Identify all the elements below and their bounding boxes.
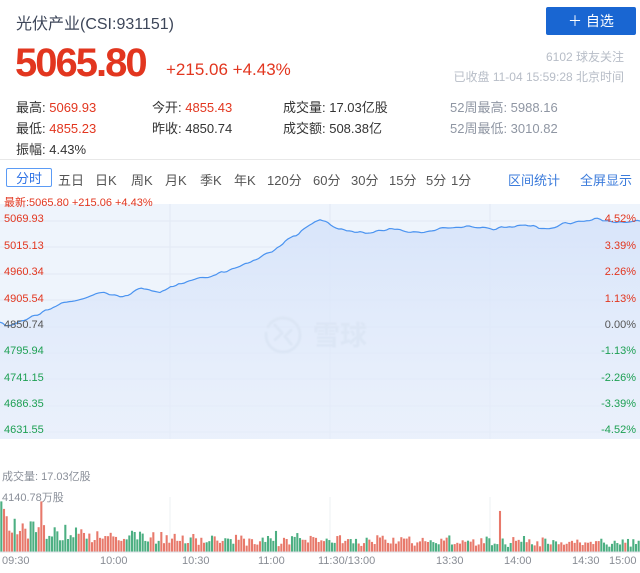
svg-text:雪球: 雪球 xyxy=(313,314,367,353)
